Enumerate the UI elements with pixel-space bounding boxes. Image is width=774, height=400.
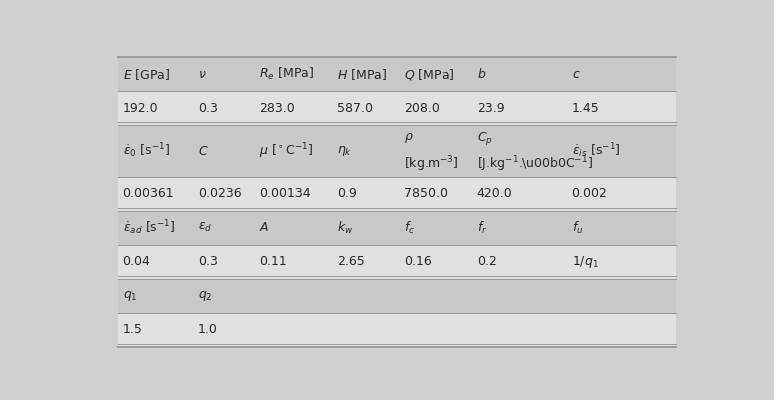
Text: $k_w$: $k_w$ (337, 220, 354, 236)
Text: 0.00134: 0.00134 (259, 187, 311, 200)
Text: 192.0: 192.0 (122, 102, 158, 115)
Text: 0.3: 0.3 (198, 102, 217, 115)
Text: 0.04: 0.04 (122, 255, 150, 268)
Text: 587.0: 587.0 (337, 102, 373, 115)
Text: 2.65: 2.65 (337, 255, 365, 268)
Text: $\mu$ [$^\circ$C$^{-1}$]: $\mu$ [$^\circ$C$^{-1}$] (259, 141, 313, 161)
Text: $f_r$: $f_r$ (477, 220, 487, 236)
Text: 1.5: 1.5 (122, 323, 142, 336)
Text: 0.002: 0.002 (572, 187, 608, 200)
Text: 23.9: 23.9 (477, 102, 505, 115)
Text: $E$ [GPa]: $E$ [GPa] (122, 67, 170, 82)
Text: 7850.0: 7850.0 (404, 187, 448, 200)
Bar (118, 125, 676, 177)
Text: $q_1$: $q_1$ (122, 289, 137, 303)
Bar (118, 177, 676, 211)
Text: [kg.m$^{-3}$]: [kg.m$^{-3}$] (404, 154, 459, 174)
Text: $b$: $b$ (477, 67, 486, 81)
Text: $f_u$: $f_u$ (572, 220, 583, 236)
Text: 208.0: 208.0 (404, 102, 440, 115)
Text: $\dot{\varepsilon}_{ad}$ [s$^{-1}$]: $\dot{\varepsilon}_{ad}$ [s$^{-1}$] (122, 218, 175, 237)
Bar (118, 211, 676, 245)
Text: $q_2$: $q_2$ (198, 289, 212, 303)
Text: 0.0236: 0.0236 (198, 187, 241, 200)
Bar (118, 313, 676, 347)
Text: 0.16: 0.16 (404, 255, 432, 268)
Text: $H$ [MPa]: $H$ [MPa] (337, 67, 387, 82)
Text: $\dot{\varepsilon}_{is}$ [s$^{-1}$]: $\dot{\varepsilon}_{is}$ [s$^{-1}$] (572, 142, 621, 160)
Text: $c$: $c$ (572, 68, 580, 81)
Text: $Q$ [MPa]: $Q$ [MPa] (404, 67, 455, 82)
Text: 0.00361: 0.00361 (122, 187, 174, 200)
Bar (118, 245, 676, 279)
Bar (118, 91, 676, 125)
Text: $R_e$ [MPa]: $R_e$ [MPa] (259, 66, 314, 82)
Text: $f_c$: $f_c$ (404, 220, 416, 236)
Text: 0.2: 0.2 (477, 255, 497, 268)
Text: $1/q_1$: $1/q_1$ (572, 254, 598, 270)
Bar (118, 279, 676, 313)
Text: $\eta_k$: $\eta_k$ (337, 144, 353, 158)
Text: $\varepsilon_d$: $\varepsilon_d$ (198, 221, 212, 234)
Text: $\nu$: $\nu$ (198, 68, 207, 81)
Text: $\rho$: $\rho$ (404, 131, 414, 145)
Text: $C_p$: $C_p$ (477, 130, 493, 147)
Text: 420.0: 420.0 (477, 187, 512, 200)
Text: $\dot{\varepsilon}_0$ [s$^{-1}$]: $\dot{\varepsilon}_0$ [s$^{-1}$] (122, 142, 170, 160)
Text: 1.0: 1.0 (198, 323, 217, 336)
Text: 1.45: 1.45 (572, 102, 599, 115)
Text: [J.kg$^{-1}$.\u00b0C$^{-1}$]: [J.kg$^{-1}$.\u00b0C$^{-1}$] (477, 154, 593, 174)
Text: 0.3: 0.3 (198, 255, 217, 268)
Text: 0.11: 0.11 (259, 255, 287, 268)
Bar (118, 57, 676, 91)
Text: 0.9: 0.9 (337, 187, 357, 200)
Text: $A$: $A$ (259, 221, 269, 234)
Text: $C$: $C$ (198, 144, 208, 158)
Text: 283.0: 283.0 (259, 102, 295, 115)
